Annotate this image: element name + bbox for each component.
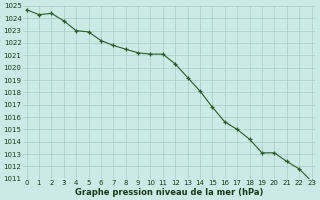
X-axis label: Graphe pression niveau de la mer (hPa): Graphe pression niveau de la mer (hPa) bbox=[75, 188, 263, 197]
